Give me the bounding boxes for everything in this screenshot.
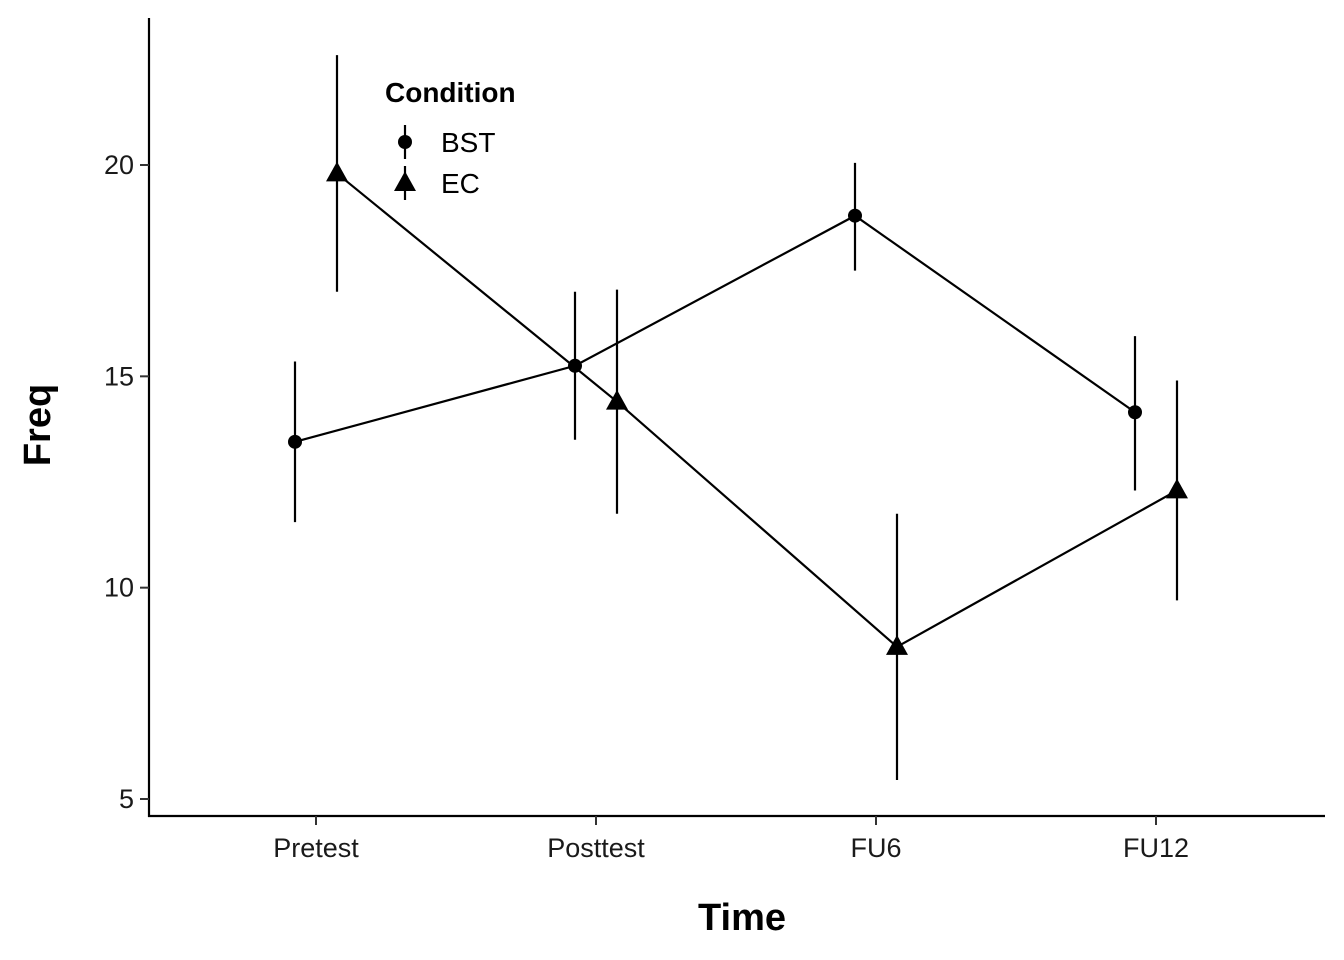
legend-item-ec: EC <box>394 166 480 200</box>
legend-key-bst <box>398 135 412 149</box>
x-tick-label: FU12 <box>1123 833 1189 863</box>
y-ticks: 5 10 15 20 <box>104 150 149 814</box>
y-tick-label: 5 <box>119 784 134 814</box>
legend-item-bst: BST <box>398 125 495 159</box>
series-line-ec <box>336 172 1178 649</box>
legend-label-ec: EC <box>441 168 480 199</box>
series-line-bst <box>294 214 1136 443</box>
series-layer <box>288 55 1188 780</box>
data-point-bst <box>1128 405 1142 420</box>
data-point-bst <box>288 434 302 449</box>
series-ec <box>326 55 1188 780</box>
x-tick-label: FU6 <box>850 833 901 863</box>
y-tick-label: 20 <box>104 150 134 180</box>
series-bst <box>288 162 1142 523</box>
x-tick-label: Pretest <box>273 833 359 863</box>
legend-title: Condition <box>385 77 516 108</box>
y-tick-label: 15 <box>104 361 134 391</box>
data-point-ec <box>326 161 348 182</box>
legend: Condition BST EC <box>385 77 516 200</box>
data-point-ec <box>886 635 908 655</box>
data-point-bst <box>848 208 862 223</box>
legend-label-bst: BST <box>441 127 495 158</box>
x-axis-title: Time <box>698 897 786 939</box>
x-ticks: Pretest Posttest FU6 FU12 <box>273 816 1189 863</box>
data-point-ec <box>1166 478 1188 499</box>
axes <box>147 18 1325 818</box>
data-point-ec <box>606 389 628 410</box>
x-tick-label: Posttest <box>547 833 645 863</box>
legend-key-ec <box>394 171 416 191</box>
y-axis-title: Freq <box>17 384 59 466</box>
y-tick-label: 10 <box>104 573 134 603</box>
